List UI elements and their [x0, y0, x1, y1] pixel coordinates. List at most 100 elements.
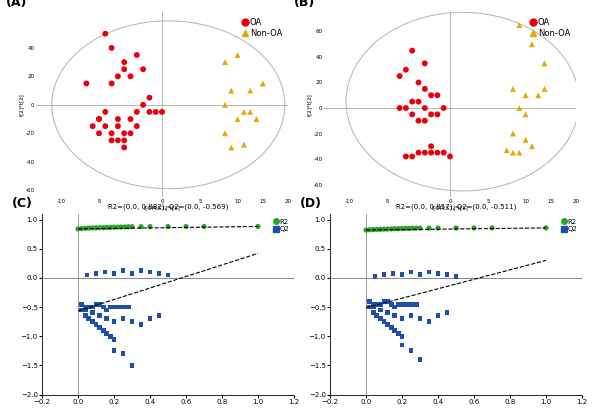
Point	[91, 224, 101, 231]
Legend: OA, Non-OA: OA, Non-OA	[241, 16, 284, 39]
Point	[424, 269, 434, 275]
Point	[388, 270, 398, 277]
Point	[370, 273, 380, 279]
Point	[107, 137, 116, 144]
Point	[239, 109, 249, 115]
Point	[119, 66, 129, 72]
Point	[408, 225, 418, 231]
Point	[91, 321, 101, 328]
Point	[136, 224, 146, 230]
Point	[401, 153, 410, 160]
Point	[109, 304, 119, 310]
Point	[113, 116, 123, 122]
Point	[508, 149, 518, 156]
Point	[508, 85, 518, 92]
Point	[376, 226, 385, 233]
Point	[397, 301, 407, 307]
Point	[386, 226, 396, 232]
Point	[397, 225, 407, 232]
Point	[383, 309, 392, 316]
Point	[124, 304, 133, 310]
Text: (A): (A)	[6, 0, 27, 9]
Point	[386, 324, 396, 331]
Point	[109, 319, 119, 325]
Point	[77, 301, 86, 307]
Point	[151, 109, 161, 115]
Point	[136, 321, 146, 328]
Point	[433, 111, 442, 118]
Point	[95, 224, 104, 231]
Point	[106, 304, 115, 310]
Point	[540, 85, 550, 92]
Point	[109, 336, 119, 342]
Point	[120, 224, 130, 230]
Point	[442, 309, 452, 316]
Point	[390, 304, 400, 310]
Point	[390, 312, 400, 319]
Point	[154, 270, 164, 277]
Point	[102, 315, 112, 322]
Point	[365, 226, 374, 233]
Point	[433, 92, 442, 99]
Point	[109, 224, 119, 231]
Point	[82, 80, 91, 87]
Point	[239, 141, 249, 148]
Point	[73, 226, 83, 232]
Point	[132, 109, 142, 115]
Point	[119, 144, 129, 151]
Point	[220, 59, 230, 65]
Point	[113, 304, 122, 310]
Point	[127, 362, 137, 369]
Legend: R2, Q2: R2, Q2	[272, 217, 290, 233]
Point	[126, 73, 136, 80]
Text: (B): (B)	[294, 0, 315, 9]
Point	[220, 102, 230, 108]
Point	[394, 301, 403, 307]
X-axis label: t[OPLS1]*t[1]: t[OPLS1]*t[1]	[143, 205, 181, 210]
Point	[98, 327, 108, 334]
Point	[508, 130, 518, 137]
Point	[407, 111, 417, 118]
Point	[442, 271, 452, 278]
Point	[127, 319, 137, 325]
Point	[119, 130, 129, 136]
Point	[91, 301, 101, 307]
Point	[415, 225, 425, 231]
Point	[233, 52, 242, 58]
Point	[412, 301, 421, 307]
Point	[407, 98, 417, 105]
Point	[102, 330, 112, 337]
Point	[116, 224, 126, 230]
Point	[383, 298, 392, 305]
Point	[145, 109, 154, 115]
Point	[91, 270, 101, 277]
Point	[124, 224, 133, 230]
Text: R2=(0.0, 0.882), Q2=(0.0, -0.569): R2=(0.0, 0.882), Q2=(0.0, -0.569)	[108, 203, 228, 210]
Point	[80, 312, 90, 319]
Point	[109, 270, 119, 277]
Point	[401, 225, 410, 232]
Point	[414, 79, 424, 86]
Point	[95, 324, 104, 331]
Point	[527, 143, 537, 150]
Point	[394, 330, 403, 337]
Point	[414, 149, 424, 156]
Point	[390, 327, 400, 334]
Point	[420, 149, 430, 156]
Point	[368, 304, 378, 310]
Point	[395, 73, 404, 79]
Point	[533, 92, 543, 99]
Point	[77, 225, 86, 232]
Point	[120, 304, 130, 310]
Point	[407, 47, 417, 54]
Point	[82, 272, 92, 278]
X-axis label: t[OPLS1]*t[1]: t[OPLS1]*t[1]	[431, 205, 469, 210]
Point	[154, 312, 164, 319]
Point	[376, 307, 385, 313]
Point	[376, 315, 385, 322]
Point	[368, 226, 378, 233]
Point	[145, 95, 154, 101]
Point	[420, 118, 430, 124]
Point	[514, 22, 524, 28]
Text: (D): (D)	[300, 197, 322, 210]
